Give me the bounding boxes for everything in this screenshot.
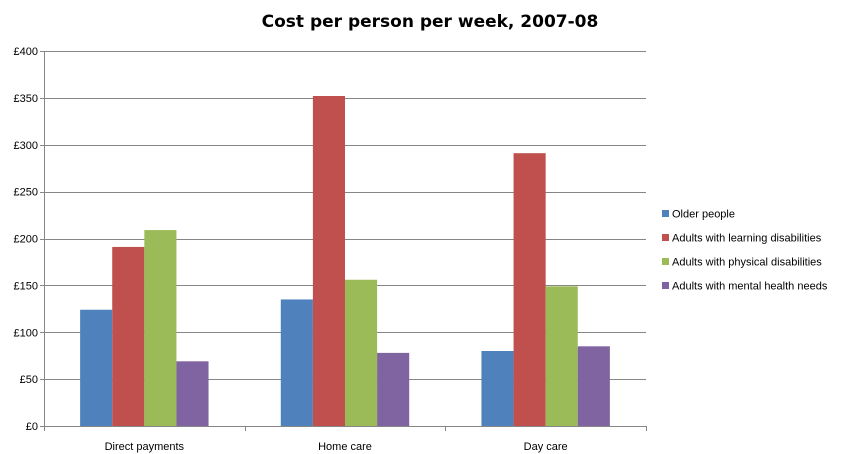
- y-tick-label: £350: [14, 93, 38, 105]
- x-tick-label: Home care: [318, 441, 372, 453]
- bar: [80, 309, 113, 426]
- legend-label: Older people: [672, 209, 735, 221]
- bar: [545, 286, 578, 426]
- y-tick-label: £200: [14, 234, 38, 246]
- bar: [577, 346, 610, 426]
- bar: [345, 279, 378, 426]
- bar: [112, 246, 145, 426]
- y-tick-labels: £0 £50 £100 £150 £200 £250 £300 £350 £400: [14, 46, 38, 433]
- y-tick-label: £0: [26, 421, 38, 433]
- legend-label: Adults with physical disabilities: [672, 257, 822, 269]
- y-tick-label: £250: [14, 187, 38, 199]
- x-tick-labels: Direct payments Home care Day care: [105, 441, 568, 453]
- legend-swatch: [662, 258, 669, 265]
- legend-swatch: [662, 234, 669, 241]
- y-tick-label: £100: [14, 327, 38, 339]
- bar: [481, 351, 514, 426]
- chart-title: Cost per person per week, 2007-08: [262, 12, 599, 32]
- legend-swatch: [662, 282, 669, 289]
- bar: [280, 299, 313, 426]
- legend: Older people Adults with learning disabil…: [662, 209, 828, 293]
- axes: [40, 51, 647, 431]
- bar: [176, 361, 209, 426]
- legend-label: Adults with mental health needs: [672, 281, 828, 293]
- bar: [312, 96, 345, 426]
- y-tick-label: £150: [14, 280, 38, 292]
- bars: [80, 96, 610, 426]
- y-tick-label: £50: [20, 374, 38, 386]
- y-tick-label: £300: [14, 140, 38, 152]
- legend-swatch: [662, 210, 669, 217]
- bar: [377, 352, 410, 426]
- legend-label: Adults with learning disabilities: [672, 233, 822, 245]
- x-tick-label: Day care: [524, 441, 568, 453]
- y-tick-label: £400: [14, 46, 38, 58]
- bar: [513, 153, 546, 426]
- bar: [144, 230, 177, 426]
- x-tick-label: Direct payments: [105, 441, 185, 453]
